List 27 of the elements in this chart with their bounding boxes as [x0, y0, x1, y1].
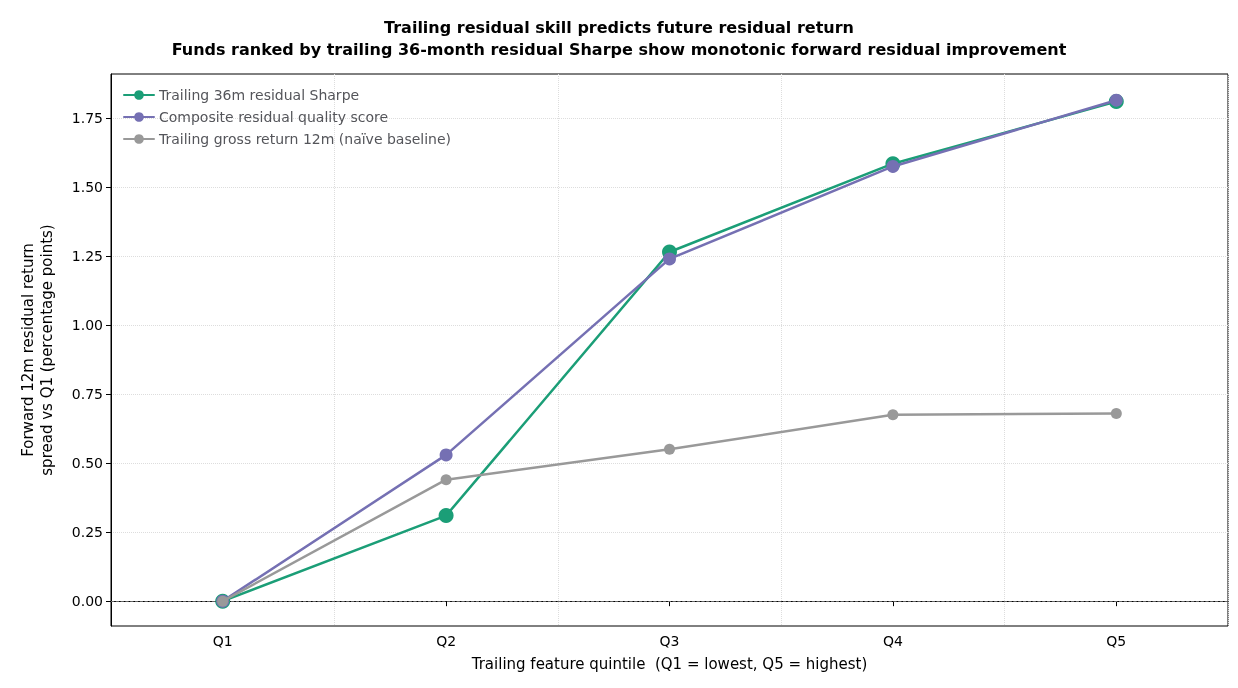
y-tick-label: 1.50 [71, 179, 103, 196]
legend-label: Composite residual quality score [159, 109, 389, 125]
point [439, 448, 453, 462]
y-tick-label: 0.50 [71, 455, 103, 472]
point [663, 252, 676, 266]
x-tick-label: Q2 [436, 633, 457, 649]
y-axis-title: Forward 12m residual return spread vs Q1 (percentage points) [18, 224, 56, 476]
point [887, 409, 899, 421]
point [438, 508, 454, 524]
point [1110, 407, 1122, 419]
y-tick-label: 1.00 [71, 317, 103, 334]
legend-label: Trailing 36m residual Sharpe [158, 87, 360, 103]
x-axis-title: Trailing feature quintile (Q1 = lowest, Q5 = highest) [470, 654, 868, 673]
point [664, 443, 675, 455]
x-tick-label: Q4 [882, 633, 903, 649]
x-tick-label: Q3 [659, 633, 680, 649]
y-tick-label: 0.75 [71, 386, 103, 403]
x-tick-label: Q1 [212, 633, 233, 649]
point [440, 474, 452, 486]
chart-title: Trailing residual skill predicts future residual return [384, 17, 854, 37]
chart-subtitle: Funds ranked by trailing 36-month residual Sharpe show monotonic forward residual improvement [171, 39, 1067, 59]
legend-label: Trailing gross return 12m (naïve baseline) [158, 131, 452, 147]
y-tick-label: 1.75 [71, 110, 103, 127]
y-tick-label: 0.25 [71, 524, 103, 541]
x-tick-label: Q5 [1106, 633, 1127, 649]
y-tick-label: 0.00 [71, 593, 103, 610]
y-tick-label: 1.25 [71, 248, 103, 265]
